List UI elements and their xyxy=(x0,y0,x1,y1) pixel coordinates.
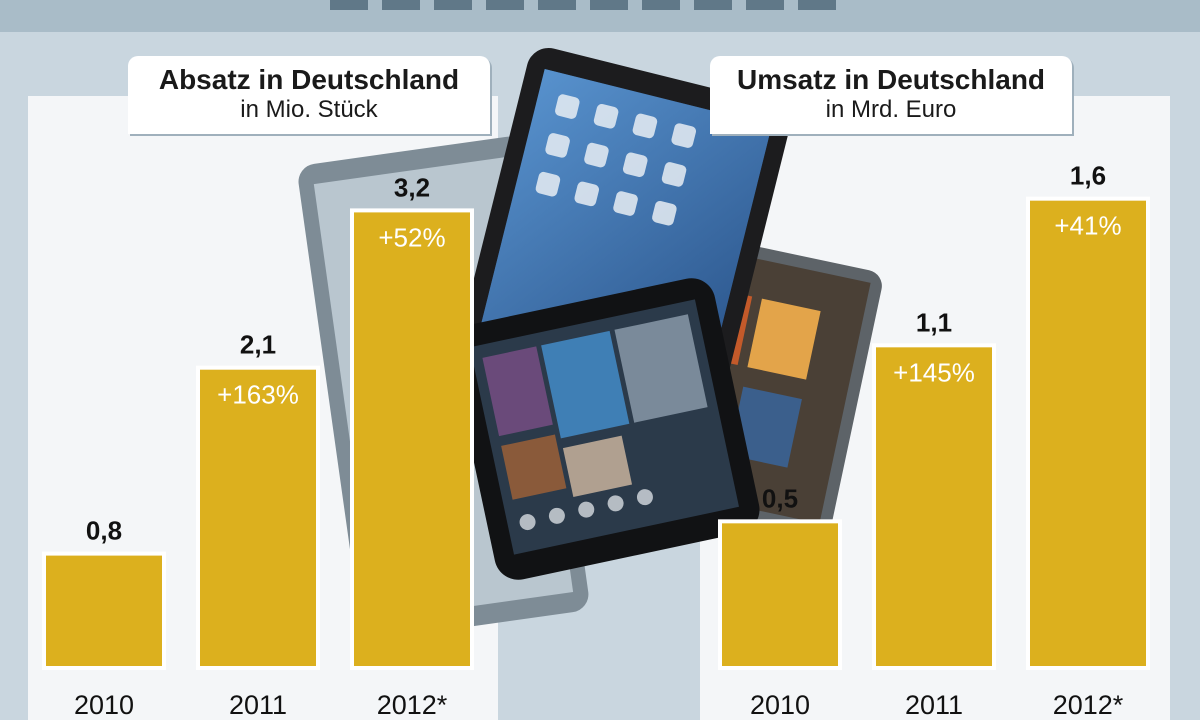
left-chart-title: Absatz in Deutschland xyxy=(158,64,460,95)
header-band xyxy=(0,0,1200,32)
left-category-label-2: 2012* xyxy=(377,690,448,720)
left-growth-label-1: +163% xyxy=(217,380,299,410)
left-bar-2 xyxy=(350,208,474,670)
right-chart-title-box: Umsatz in Deutschland in Mrd. Euro xyxy=(710,56,1072,134)
left-category-label-1: 2011 xyxy=(229,690,287,720)
right-category-label-0: 2010 xyxy=(750,690,810,720)
left-growth-label-2: +52% xyxy=(378,222,445,252)
left-value-label-0: 0,8 xyxy=(86,516,122,546)
android-tablet xyxy=(450,278,760,580)
right-chart-subtitle: in Mrd. Euro xyxy=(825,96,957,123)
right-chart-title: Umsatz in Deutschland xyxy=(736,64,1046,95)
left-value-label-2: 3,2 xyxy=(394,172,430,202)
left-bar-0 xyxy=(42,551,166,670)
right-value-label-0: 0,5 xyxy=(762,483,798,513)
left-value-label-1: 2,1 xyxy=(240,330,276,360)
right-value-label-2: 1,6 xyxy=(1070,161,1106,191)
left-chart-title-box: Absatz in Deutschland in Mio. Stück xyxy=(128,56,490,134)
right-value-label-1: 1,1 xyxy=(916,307,952,337)
left-chart-subtitle: in Mio. Stück xyxy=(240,96,378,123)
header-title-cropped xyxy=(330,0,850,10)
right-bar-1 xyxy=(872,343,996,670)
right-growth-label-2: +41% xyxy=(1054,211,1121,241)
left-category-label-0: 2010 xyxy=(74,690,134,720)
right-category-label-2: 2012* xyxy=(1053,690,1124,720)
right-category-label-1: 2011 xyxy=(905,690,963,720)
right-bar-2 xyxy=(1026,196,1150,671)
right-bar-0 xyxy=(718,519,842,670)
right-growth-label-1: +145% xyxy=(893,357,975,387)
left-bar-1 xyxy=(196,365,320,670)
